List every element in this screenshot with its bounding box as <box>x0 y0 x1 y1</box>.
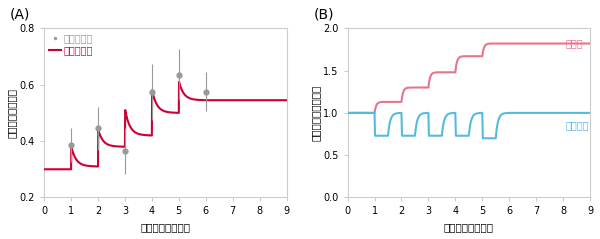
Text: 小脳皮質: 小脳皮質 <box>566 121 589 130</box>
Y-axis label: 目の動きの大きさ: 目の動きの大きさ <box>7 88 17 138</box>
X-axis label: トレーニング日数: トレーニング日数 <box>140 222 190 232</box>
Text: 小脳核: 小脳核 <box>566 38 583 49</box>
Text: (A): (A) <box>10 8 31 22</box>
X-axis label: トレーニング日数: トレーニング日数 <box>444 222 494 232</box>
Legend: マウス実験, 数理モデル: マウス実験, 数理モデル <box>49 33 93 55</box>
Text: (B): (B) <box>314 8 334 22</box>
Y-axis label: シナプスの伝達効率: シナプスの伝達効率 <box>310 85 320 141</box>
